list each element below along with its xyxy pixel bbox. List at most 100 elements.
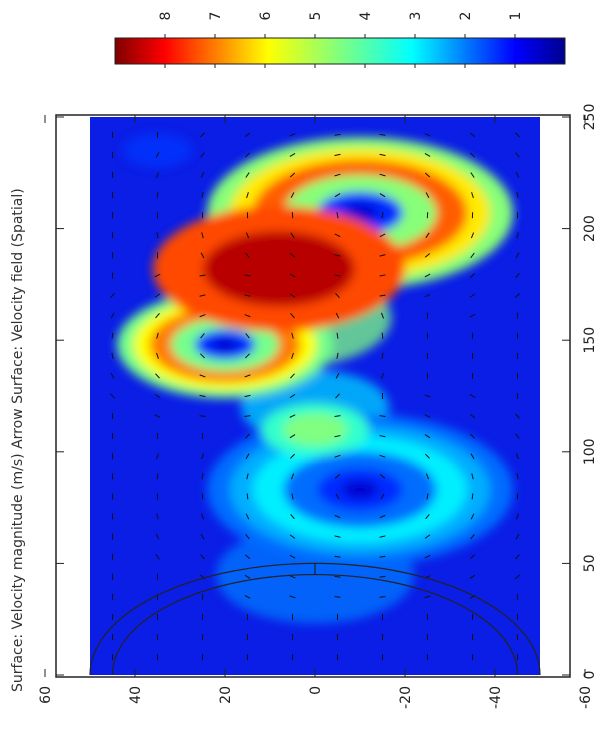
velocity-arrow — [514, 574, 521, 580]
velocity-arrow — [155, 533, 160, 540]
velocity-arrow — [156, 352, 159, 359]
velocity-arrow — [515, 554, 520, 560]
velocity-arrow — [379, 415, 386, 418]
velocity-arrow — [470, 533, 475, 540]
velocity-arrow — [154, 414, 161, 418]
velocity-arrow — [290, 513, 295, 520]
field-glow — [122, 133, 193, 168]
velocity-arrow — [334, 575, 341, 578]
chart-title: Surface: Velocity magnitude (m/s) Arrow … — [10, 188, 26, 692]
y-tick-label: 0 — [308, 686, 324, 695]
velocity-arrow — [200, 554, 205, 560]
velocity-arrow — [111, 352, 114, 359]
velocity-arrow — [199, 314, 206, 318]
velocity-arrow — [290, 192, 295, 199]
y-tick-label: -40 — [488, 686, 504, 709]
velocity-arrow — [200, 333, 205, 339]
velocity-arrow — [469, 273, 476, 278]
velocity-arrow — [200, 353, 205, 359]
x-tick-label: 0 — [582, 671, 598, 680]
velocity-arrow — [424, 172, 431, 178]
velocity-arrow — [334, 153, 341, 157]
velocity-arrow — [154, 393, 161, 399]
velocity-arrow — [335, 393, 340, 399]
velocity-arrow — [516, 192, 519, 199]
velocity-arrow — [199, 294, 206, 297]
velocity-arrow — [381, 212, 384, 219]
y-tick-label: 60 — [38, 686, 54, 704]
colorbar-tick-label: 1 — [508, 12, 524, 21]
colorbar-ticks: 8 7 6 5 4 3 2 1 — [158, 11, 524, 68]
velocity-arrow — [289, 253, 296, 258]
velocity-arrow — [290, 313, 295, 319]
velocity-arrow — [110, 393, 115, 399]
velocity-arrow — [244, 274, 251, 277]
velocity-arrow — [156, 192, 159, 199]
velocity-arrow — [469, 152, 476, 158]
velocity-arrow — [515, 132, 520, 138]
velocity-arrow — [289, 293, 296, 298]
velocity-arrow — [379, 474, 386, 479]
velocity-arrow — [156, 513, 159, 520]
vortex-eye — [212, 338, 238, 352]
velocity-arrow — [379, 193, 386, 198]
y-tick-label: 40 — [128, 686, 144, 704]
velocity-arrow — [424, 534, 431, 539]
x-tick-label: 50 — [582, 554, 598, 572]
velocity-arrow — [379, 535, 386, 538]
velocity-arrow — [516, 473, 519, 480]
colorbar-tick-label: 6 — [258, 11, 274, 20]
velocity-arrow — [244, 132, 251, 138]
velocity-arrow — [289, 393, 296, 399]
velocity-arrow — [110, 312, 115, 319]
velocity-arrow — [379, 233, 386, 238]
velocity-arrow — [424, 153, 431, 157]
velocity-arrow — [290, 453, 295, 459]
velocity-arrow — [335, 312, 340, 319]
velocity-arrow — [515, 172, 520, 178]
velocity-arrow — [245, 433, 250, 439]
velocity-arrow — [469, 413, 476, 419]
velocity-arrow — [200, 172, 205, 178]
velocity-arrow — [469, 313, 476, 318]
velocity-arrow — [289, 414, 296, 418]
velocity-arrow — [201, 513, 204, 520]
velocity-arrow — [424, 554, 431, 559]
velocity-arrow — [291, 493, 294, 500]
y-tick-label: -60 — [578, 686, 594, 709]
velocity-arrow — [244, 595, 251, 599]
velocity-arrow — [334, 415, 341, 418]
x-axis-ticks: 0 50 100 150 200 250 — [56, 104, 598, 680]
velocity-arrow — [336, 332, 339, 339]
velocity-arrow — [334, 173, 341, 177]
velocity-arrow — [516, 513, 519, 520]
velocity-arrow — [379, 435, 386, 438]
velocity-arrow — [290, 232, 295, 239]
velocity-arrow — [334, 454, 341, 458]
velocity-arrow — [336, 352, 339, 359]
velocity-arrow — [334, 274, 341, 277]
velocity-arrow — [289, 575, 296, 579]
velocity-arrow — [244, 554, 251, 560]
colorbar: 8 7 6 5 4 3 2 1 — [114, 11, 566, 68]
velocity-arrow — [379, 294, 386, 297]
velocity-arrow — [379, 596, 386, 598]
velocity-arrow — [334, 535, 341, 538]
velocity-arrow — [381, 332, 384, 339]
velocity-arrow — [379, 274, 386, 277]
x-tick-label: 200 — [582, 215, 598, 242]
velocity-arrow — [201, 192, 204, 199]
velocity-field — [90, 117, 540, 675]
velocity-arrow — [470, 232, 475, 239]
velocity-arrow — [245, 252, 250, 259]
velocity-arrow — [470, 433, 475, 439]
velocity-arrow — [381, 352, 384, 359]
velocity-arrow — [244, 394, 251, 398]
velocity-arrow — [289, 273, 296, 278]
velocity-arrow — [335, 373, 340, 379]
field-hotspot-core — [282, 413, 348, 446]
velocity-arrow — [200, 152, 205, 158]
velocity-arrow — [289, 133, 296, 137]
velocity-arrow — [470, 453, 475, 460]
